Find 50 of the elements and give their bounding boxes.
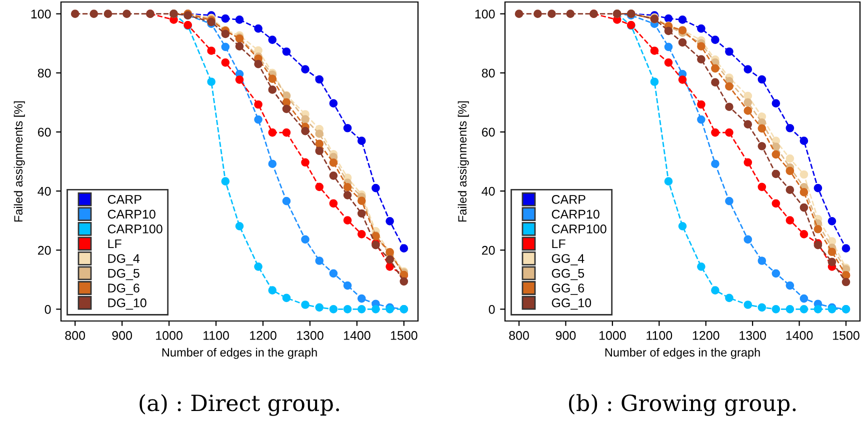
x-tick-label: 900 (556, 331, 576, 340)
x-axis-title: Number of edges in the graph (605, 348, 760, 359)
x-tick-label: 1400 (786, 331, 813, 340)
legend-label: CARP100 (552, 224, 606, 234)
y-tick-label: 40 (38, 186, 51, 196)
y-axis-title: Failed assignments [%] (14, 101, 25, 222)
legend-label: GG_6 (552, 284, 584, 295)
y-tick-label: 40 (482, 186, 495, 196)
y-tick-label: 20 (482, 246, 495, 255)
y-tick-label: 80 (482, 68, 495, 78)
x-tick-label: 800 (65, 331, 86, 340)
y-tick-label: 100 (475, 10, 495, 18)
legend-label: CARP10 (108, 210, 156, 219)
legend-label: CARP10 (552, 210, 600, 219)
x-tick-label: 1400 (344, 331, 370, 340)
legend-label: CARP (108, 194, 142, 204)
x-tick-label: 800 (509, 331, 529, 340)
x-tick-label: 1100 (646, 331, 672, 340)
x-tick-label: 1200 (250, 331, 276, 340)
legend-label: GG_10 (552, 298, 592, 310)
y-tick-label: 100 (31, 10, 51, 18)
text: (b) : Growing group. (569, 394, 796, 416)
text: (a) : Direct group. (140, 394, 339, 416)
x-tick-label: 1000 (156, 331, 182, 340)
x-tick-label: 1100 (204, 331, 229, 340)
y-tick-label: 80 (38, 68, 51, 78)
x-tick-label: 900 (112, 331, 132, 340)
x-axis-title: Number of edges in the graph (162, 348, 317, 359)
y-axis-title: Failed assignments [%] (458, 101, 469, 222)
x-tick-label: 1500 (833, 331, 860, 340)
x-tick-label: 1500 (390, 331, 418, 340)
y-tick-label: 0 (488, 304, 495, 314)
legend-label: DG_4 (108, 254, 140, 266)
legend-label: DG_5 (108, 268, 140, 280)
y-tick-label: 60 (38, 128, 51, 137)
x-tick-label: 1000 (599, 331, 626, 340)
y-tick-label: 60 (482, 128, 495, 137)
x-tick-label: 1300 (740, 331, 766, 340)
legend-label: CARP100 (108, 224, 162, 234)
x-tick-label: 1200 (692, 331, 720, 340)
legend-label: DG_6 (108, 284, 140, 295)
y-tick-label: 0 (44, 304, 51, 314)
legend-label: GG_5 (552, 268, 584, 280)
legend-label: DG_10 (108, 298, 146, 310)
legend-label: LF (108, 239, 122, 248)
x-tick-label: 1300 (297, 331, 324, 340)
legend-label: GG_4 (552, 254, 584, 266)
legend-label: LF (552, 239, 566, 248)
legend-label: CARP (552, 194, 586, 204)
y-tick-label: 20 (38, 246, 51, 255)
